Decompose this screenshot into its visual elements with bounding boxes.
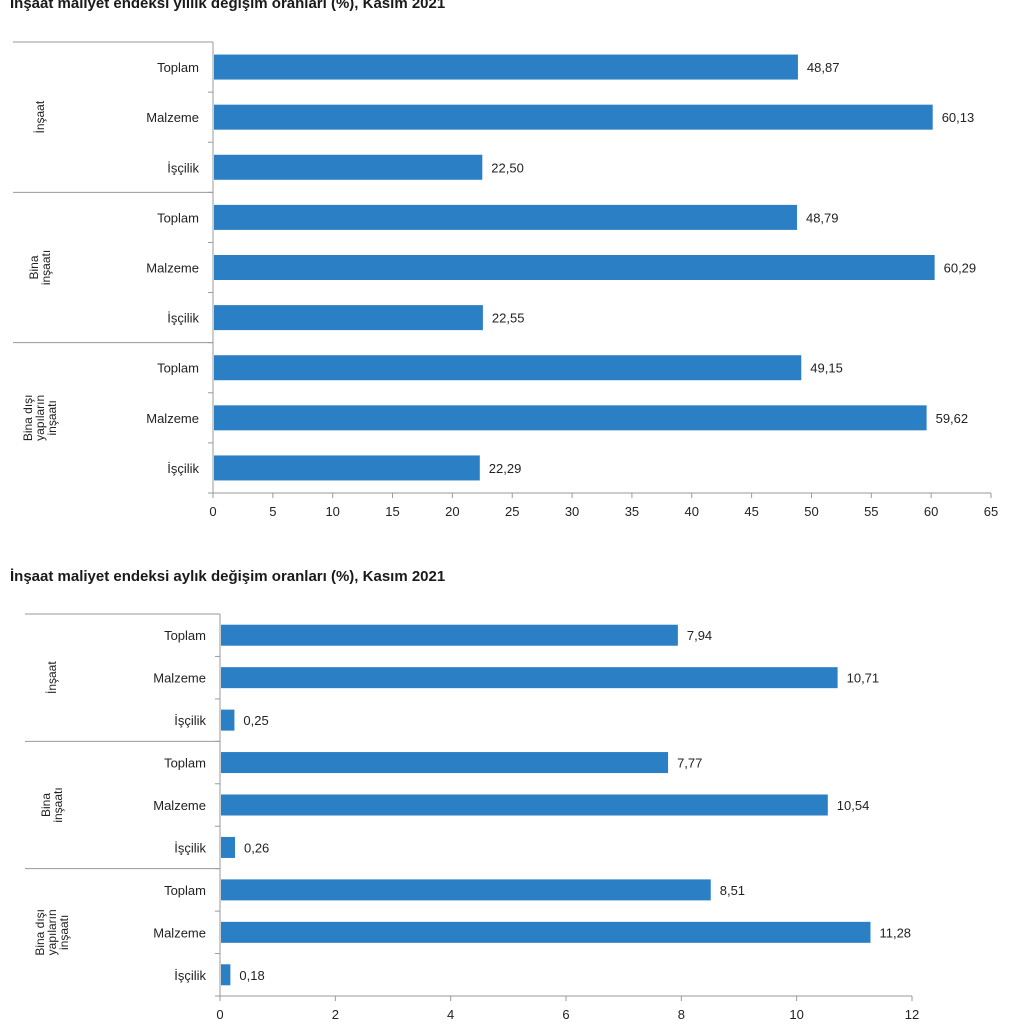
category-label: Malzeme [153,925,206,940]
category-label: İşçilik [174,968,206,983]
category-label: Toplam [164,756,206,771]
x-tick-label: 4 [447,1007,454,1022]
bar [221,922,870,943]
data-label: 0,26 [244,840,269,855]
data-label: 7,77 [677,756,702,771]
category-label: Malzeme [153,671,206,686]
bar [221,964,230,985]
group-label: İnşaat [45,661,59,694]
group-label-line: inşaatı [51,787,65,822]
x-tick-label: 8 [678,1007,685,1022]
bar [221,667,838,688]
bar [221,795,828,816]
group-label: Binainşaatı [39,787,65,822]
data-label: 8,51 [720,883,745,898]
x-tick-label: 6 [562,1007,569,1022]
data-label: 11,28 [879,925,911,940]
data-label: 10,54 [837,798,870,813]
x-tick-label: 10 [789,1007,803,1022]
group-label-line: İnşaat [45,661,59,694]
data-label: 10,71 [847,671,880,686]
data-label: 0,18 [239,968,264,983]
bar [221,837,235,858]
category-label: İşçilik [174,840,206,855]
category-label: Toplam [164,628,206,643]
bar [221,752,668,773]
x-tick-label: 12 [905,1007,919,1022]
category-label: Toplam [164,883,206,898]
category-label: İşçilik [174,713,206,728]
group-label-line: inşaatı [57,915,71,950]
data-label: 0,25 [243,713,268,728]
bar [221,879,711,900]
x-tick-label: 0 [216,1007,223,1022]
bar [221,625,678,646]
monthly-change-bar-chart: İnşaat Toplam 7,94 Malzeme 10,71 İşçilik 0,25 B… [0,0,1024,1024]
x-tick-label: 2 [332,1007,339,1022]
category-label: Malzeme [153,798,206,813]
data-label: 7,94 [687,628,712,643]
group-label: Bina dışıyapılarıninşaatı [33,909,71,956]
bar [221,710,234,731]
